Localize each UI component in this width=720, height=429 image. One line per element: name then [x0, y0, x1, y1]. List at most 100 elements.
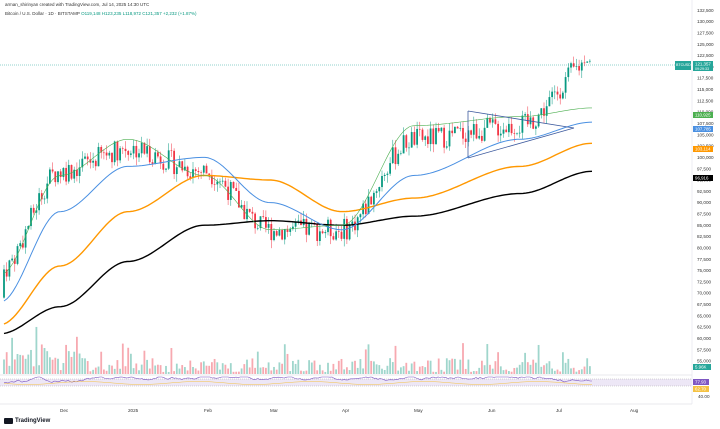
candle [321, 228, 324, 235]
price-tick-label: 122,500 [697, 53, 714, 58]
candle [445, 140, 448, 150]
volume-bar [167, 371, 170, 374]
volume-bar [508, 371, 510, 374]
candle [532, 115, 535, 130]
price-tick-label: 115,000 [697, 87, 714, 92]
volume-bar [227, 368, 229, 374]
volume-bar [340, 358, 343, 374]
time-axis[interactable]: Dec 2025 Feb Mar Apr May Jun Jul Aug [60, 408, 639, 413]
candle [548, 90, 551, 107]
volume-bar [273, 366, 275, 374]
creator-line: arman_shirinyan created with TradingView… [5, 2, 150, 7]
candle [270, 217, 273, 249]
volume-bar [427, 360, 429, 374]
volume-bar [448, 360, 451, 374]
volume-bar [526, 362, 529, 374]
candle [197, 167, 200, 180]
ma100-line[interactable] [3, 142, 593, 325]
volume-bar [381, 368, 383, 374]
volume-bar [235, 371, 238, 374]
volume-bar [562, 352, 564, 374]
volume-bar [543, 365, 545, 374]
candle [62, 167, 65, 181]
price-tick-label: 112,500 [697, 98, 714, 103]
candle [346, 216, 348, 245]
candle [324, 229, 327, 238]
volume-bar [51, 359, 54, 374]
volume-bar [121, 343, 124, 374]
ma50-line[interactable] [3, 121, 593, 302]
candle [43, 195, 46, 205]
volume-bar [440, 369, 443, 374]
volume-bar [224, 364, 227, 374]
price-tick-label: 125,000 [697, 42, 714, 47]
volume-bar [148, 368, 151, 374]
volume-bar [370, 360, 373, 374]
candle [351, 215, 354, 232]
price-tick-label: 90,000 [697, 200, 711, 205]
volume-bar [348, 370, 351, 374]
candle [146, 138, 148, 158]
candle [319, 223, 321, 246]
candle [535, 124, 537, 136]
candle [518, 125, 521, 138]
volume-bar [67, 351, 70, 374]
candle [130, 150, 132, 158]
volume-bar [362, 368, 364, 374]
candle [221, 175, 224, 185]
ma50-value: 107,785 [695, 127, 711, 132]
candle [397, 149, 400, 166]
ma200-line[interactable] [3, 170, 593, 335]
volume-bar [435, 371, 437, 374]
volume-bar [165, 365, 167, 374]
rsi-ma-line[interactable] [3, 381, 592, 385]
ma200-tag: 96,916 [693, 175, 713, 181]
volume-bar [132, 368, 135, 374]
price-tick-label: 127,500 [697, 30, 714, 35]
volume-bar [516, 367, 518, 374]
volume-bar [464, 368, 467, 374]
candle [8, 259, 11, 281]
volume-bar [238, 371, 240, 374]
rsi-line[interactable] [3, 376, 592, 384]
volume-bar [292, 360, 294, 374]
candle [421, 127, 424, 142]
candle [370, 195, 373, 205]
volume-bar [124, 366, 127, 374]
candle [329, 218, 332, 245]
volume-bar [116, 360, 119, 374]
volume-bar [173, 371, 175, 374]
volume-bar [570, 368, 572, 374]
volume-bar [559, 371, 562, 374]
volume-bar [375, 364, 378, 374]
candle [580, 59, 583, 78]
candle [49, 167, 51, 184]
candle [432, 124, 435, 153]
volume-bar [459, 359, 462, 374]
candle [410, 127, 413, 148]
candle [108, 150, 111, 159]
volume-bar [405, 362, 408, 374]
candle [19, 240, 22, 248]
candle [173, 148, 175, 180]
volume-bar [354, 360, 356, 374]
volume-bar [81, 358, 84, 374]
volume-bar [256, 351, 259, 374]
ma20-line[interactable] [3, 107, 592, 274]
candle [73, 166, 76, 184]
candle [92, 152, 94, 169]
volume-bar [19, 354, 22, 374]
price-tick-label: 100,000 [697, 155, 714, 160]
price-tick-label: 77,500 [697, 257, 711, 262]
volume-bar [378, 365, 381, 374]
volume-bar [240, 368, 243, 374]
triangle-upper-trendline[interactable] [467, 110, 575, 129]
volume-bar [200, 362, 202, 374]
candle [211, 169, 213, 188]
tradingview-logo[interactable]: TradingView [4, 418, 50, 424]
symbol-name[interactable]: Bitcoin / U.S. Dollar · 1D · BITSTAMP [5, 11, 80, 16]
triangle-lower-trendline[interactable] [467, 127, 575, 159]
price-tick-label: 130,000 [697, 19, 714, 24]
volume-bar [24, 358, 27, 374]
